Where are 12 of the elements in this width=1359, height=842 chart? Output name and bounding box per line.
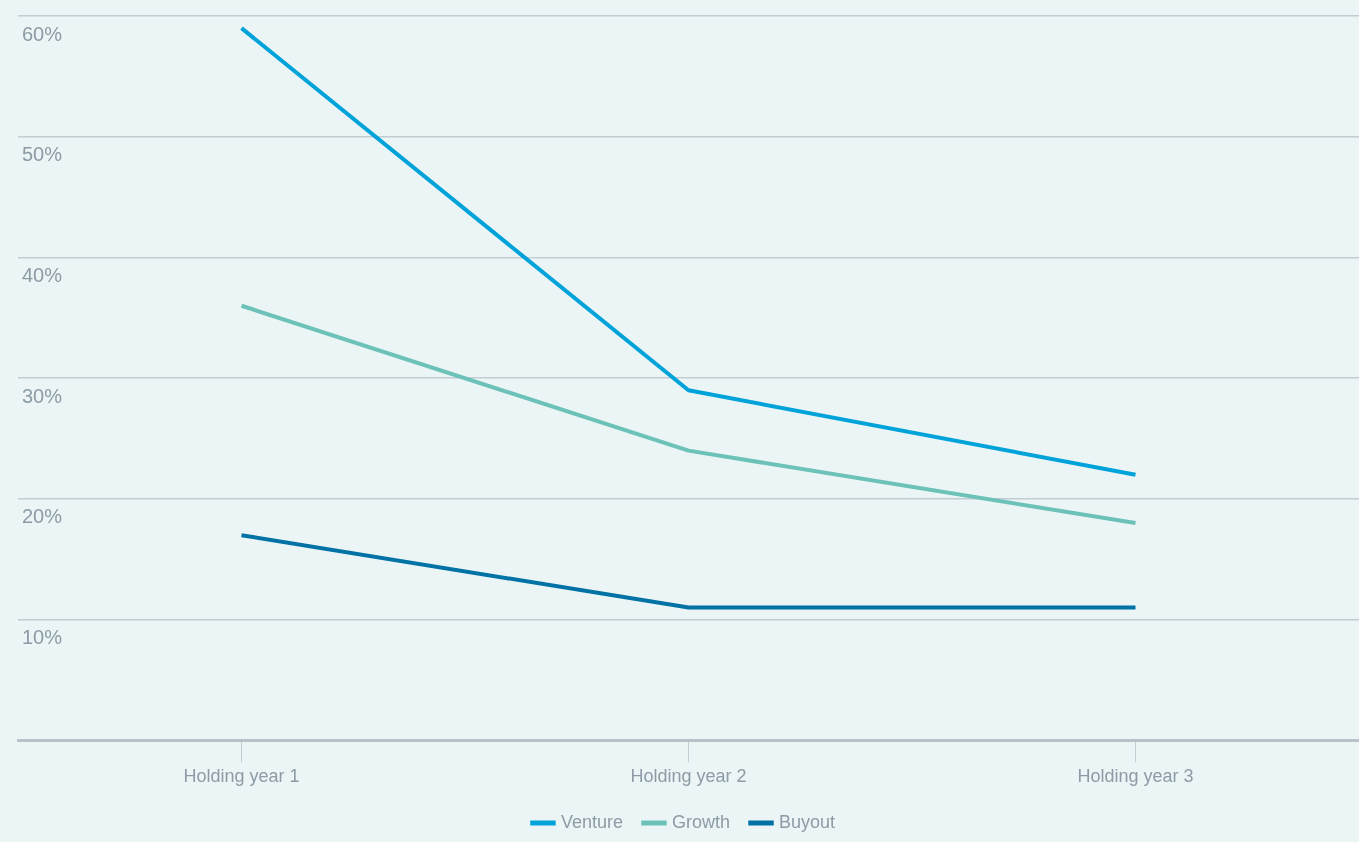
y-tick-label: 60% [22,22,63,45]
x-tick-label: Holding year 3 [1077,766,1194,787]
legend-label: Growth [672,811,731,832]
legend-label: Venture [560,811,624,832]
x-tick-label: Holding year 1 [183,766,300,787]
y-tick-label: 50% [22,143,63,166]
legend-label: Buyout [779,811,836,832]
y-tick-label: 20% [22,505,63,528]
y-tick-label: 10% [22,626,63,649]
y-tick-label: 30% [22,384,63,407]
y-tick-label: 40% [22,263,63,286]
x-tick-label: Holding year 2 [630,766,747,787]
